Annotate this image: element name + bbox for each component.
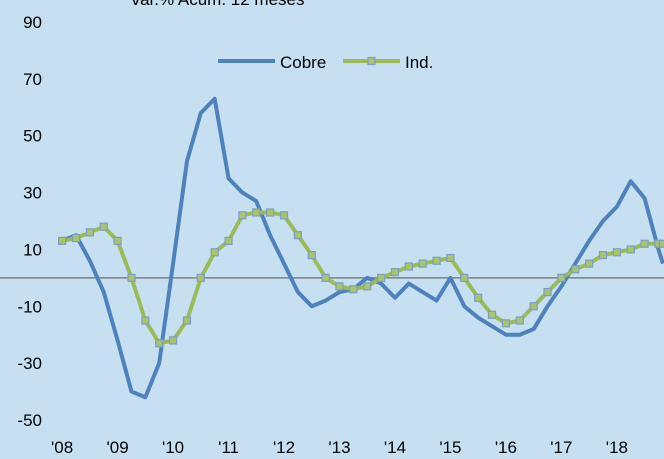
y-tick-label: -10 xyxy=(17,297,42,316)
y-tick-label: 30 xyxy=(23,184,42,203)
series-marker xyxy=(658,239,664,248)
y-tick-label: 90 xyxy=(23,13,42,32)
series-marker xyxy=(640,239,649,248)
series-marker xyxy=(127,273,136,282)
series-marker xyxy=(612,248,621,257)
series-marker xyxy=(460,273,469,282)
series-marker xyxy=(446,253,455,263)
series-marker xyxy=(113,236,122,245)
series-marker xyxy=(363,282,372,291)
series-marker xyxy=(224,236,233,245)
series-marker xyxy=(626,245,635,254)
x-tick-label: '13 xyxy=(328,438,350,457)
series-marker xyxy=(85,228,94,237)
chart-title: Var.% Acum. 12 meses xyxy=(130,0,304,9)
series-marker xyxy=(349,285,358,294)
series-marker xyxy=(432,256,441,265)
series-marker xyxy=(474,293,483,302)
series-marker xyxy=(571,265,580,274)
series-marker xyxy=(515,316,524,325)
series-marker xyxy=(252,208,261,217)
series-marker xyxy=(404,262,413,271)
series-marker xyxy=(266,208,275,217)
series-marker xyxy=(279,211,289,220)
series-marker xyxy=(307,251,316,260)
series-marker xyxy=(598,251,608,260)
y-tick-label: -50 xyxy=(17,411,42,430)
x-tick-label: '18 xyxy=(606,438,628,457)
x-tick-label: '17 xyxy=(550,438,572,457)
series-marker xyxy=(168,336,178,345)
x-tick-label: '15 xyxy=(439,438,461,457)
x-tick-label: '12 xyxy=(273,438,295,457)
y-tick-label: -30 xyxy=(17,354,42,373)
series-line xyxy=(61,96,664,400)
series-marker xyxy=(501,319,511,328)
legend-label: Cobre xyxy=(280,53,326,72)
series-marker xyxy=(557,273,566,282)
legend-marker xyxy=(367,56,376,66)
series-marker xyxy=(210,248,219,257)
series-marker xyxy=(543,287,552,297)
series-marker xyxy=(196,273,205,282)
series-marker xyxy=(293,231,302,240)
series-marker xyxy=(238,211,247,220)
series-marker xyxy=(321,273,330,282)
legend-label: Ind. xyxy=(405,53,433,72)
series-marker xyxy=(155,339,164,348)
y-tick-label: 50 xyxy=(23,127,42,146)
series-marker xyxy=(141,316,150,325)
x-tick-label: '08 xyxy=(51,438,73,457)
series-marker xyxy=(71,233,81,243)
series-marker xyxy=(585,259,594,268)
series-marker xyxy=(99,222,108,231)
series-marker xyxy=(58,236,67,245)
series-marker xyxy=(529,302,538,311)
x-tick-label: '09 xyxy=(107,438,129,457)
series-marker xyxy=(390,268,400,277)
series-marker xyxy=(418,259,427,268)
y-tick-label: 70 xyxy=(23,70,42,89)
x-tick-label: '10 xyxy=(162,438,184,457)
x-tick-label: '14 xyxy=(384,438,406,457)
x-tick-label: '11 xyxy=(218,438,239,457)
series-marker xyxy=(335,282,344,291)
series-marker xyxy=(182,316,192,325)
y-tick-label: 10 xyxy=(23,240,42,259)
x-tick-label: '16 xyxy=(495,438,517,457)
series-marker xyxy=(376,273,386,282)
series-marker xyxy=(487,310,497,319)
